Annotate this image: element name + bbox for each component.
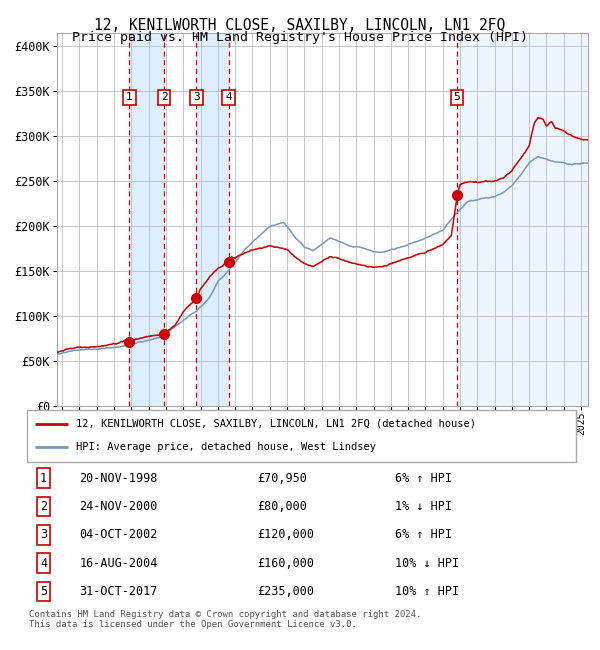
Text: HPI: Average price, detached house, West Lindsey: HPI: Average price, detached house, West… [76,443,376,452]
Text: £120,000: £120,000 [257,528,314,541]
Text: 6% ↑ HPI: 6% ↑ HPI [395,472,452,485]
Bar [130,32,164,406]
Text: 2: 2 [161,92,167,102]
Text: 3: 3 [40,528,47,541]
Text: 4: 4 [40,557,47,570]
Text: 04-OCT-2002: 04-OCT-2002 [79,528,158,541]
Text: 4: 4 [225,92,232,102]
Text: 6% ↑ HPI: 6% ↑ HPI [395,528,452,541]
Text: 2: 2 [40,500,47,513]
FancyBboxPatch shape [27,410,576,462]
Text: Contains HM Land Registry data © Crown copyright and database right 2024.
This d: Contains HM Land Registry data © Crown c… [29,610,421,629]
Bar [196,32,229,406]
Text: 5: 5 [454,92,460,102]
Text: £160,000: £160,000 [257,557,314,570]
Text: Price paid vs. HM Land Registry's House Price Index (HPI): Price paid vs. HM Land Registry's House … [72,31,528,44]
Text: 1: 1 [40,472,47,485]
Text: £70,950: £70,950 [257,472,307,485]
Text: £235,000: £235,000 [257,585,314,598]
Text: 10% ↓ HPI: 10% ↓ HPI [395,557,459,570]
Text: 1: 1 [126,92,133,102]
Text: 1% ↓ HPI: 1% ↓ HPI [395,500,452,513]
Text: 12, KENILWORTH CLOSE, SAXILBY, LINCOLN, LN1 2FQ (detached house): 12, KENILWORTH CLOSE, SAXILBY, LINCOLN, … [76,419,476,428]
Bar [457,32,588,406]
Text: £80,000: £80,000 [257,500,307,513]
Text: 5: 5 [40,585,47,598]
Text: 10% ↑ HPI: 10% ↑ HPI [395,585,459,598]
Text: 12, KENILWORTH CLOSE, SAXILBY, LINCOLN, LN1 2FQ: 12, KENILWORTH CLOSE, SAXILBY, LINCOLN, … [94,18,506,33]
Text: 3: 3 [193,92,200,102]
Text: 20-NOV-1998: 20-NOV-1998 [79,472,158,485]
Text: 16-AUG-2004: 16-AUG-2004 [79,557,158,570]
Text: 24-NOV-2000: 24-NOV-2000 [79,500,158,513]
Text: 31-OCT-2017: 31-OCT-2017 [79,585,158,598]
